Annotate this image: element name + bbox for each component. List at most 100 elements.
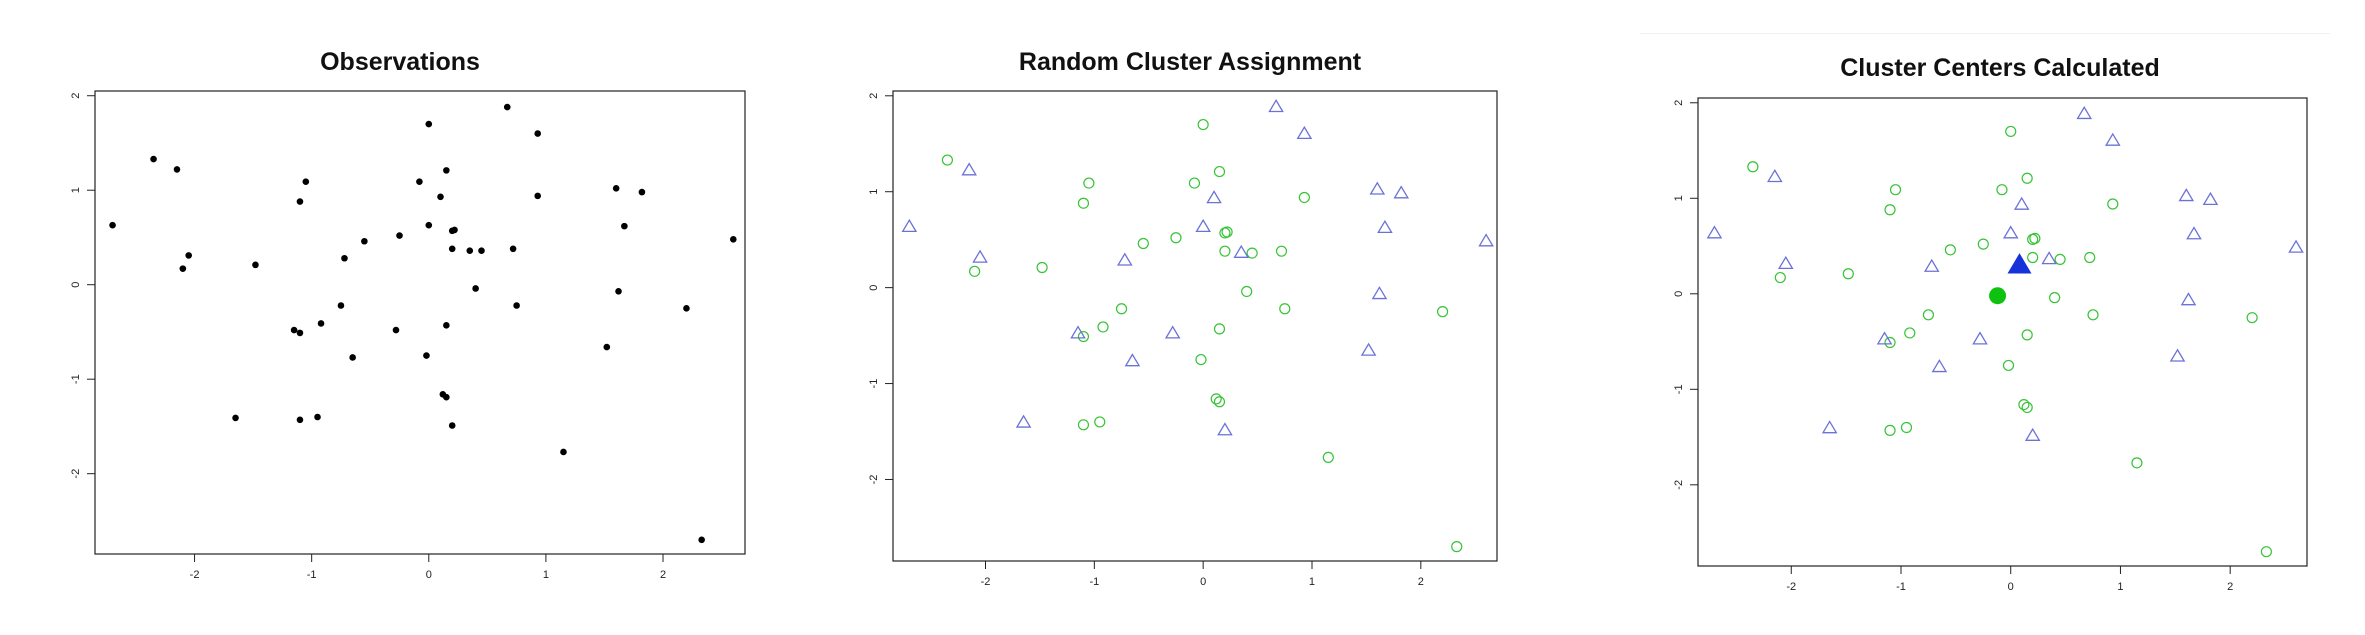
data-point-triangle bbox=[1478, 233, 1494, 247]
x-tick-label: -2 bbox=[1786, 581, 1796, 593]
y-tick-label: -1 bbox=[868, 379, 880, 389]
data-point-triangle bbox=[1195, 218, 1211, 233]
x-tick-label: 2 bbox=[2227, 581, 2233, 593]
data-point-triangle bbox=[2002, 225, 2019, 239]
data-point-triangle bbox=[2202, 191, 2219, 206]
data-point-triangle bbox=[972, 249, 988, 263]
data-point bbox=[252, 261, 259, 269]
cluster-center-circle bbox=[1989, 287, 2007, 305]
data-point-circle bbox=[1884, 424, 1896, 436]
data-point bbox=[290, 326, 298, 334]
x-tick-label: -1 bbox=[1896, 581, 1906, 593]
x-tick-label: 0 bbox=[1200, 576, 1206, 588]
data-point bbox=[425, 221, 433, 229]
data-point-circle bbox=[2084, 251, 2096, 264]
data-point bbox=[296, 329, 304, 337]
data-point bbox=[109, 221, 116, 229]
data-point-triangle bbox=[1164, 325, 1181, 339]
x-tick-label: -1 bbox=[307, 569, 317, 581]
data-point bbox=[603, 343, 611, 351]
data-point bbox=[416, 178, 423, 186]
data-point-triangle bbox=[1876, 331, 1893, 345]
data-point-circle bbox=[1904, 327, 1916, 339]
data-point-circle bbox=[2054, 253, 2066, 266]
data-point bbox=[337, 302, 345, 309]
data-point-triangle bbox=[1124, 353, 1141, 367]
data-point bbox=[534, 130, 542, 137]
data-point-circle bbox=[2002, 359, 2015, 372]
top-divider-line bbox=[1640, 33, 2330, 34]
data-point bbox=[314, 413, 321, 421]
data-point bbox=[361, 237, 368, 245]
data-point-triangle bbox=[901, 218, 918, 233]
data-point-circle bbox=[1115, 303, 1128, 315]
data-point bbox=[443, 167, 450, 174]
data-point-circle bbox=[1275, 245, 1288, 257]
data-point-triangle bbox=[1777, 255, 1794, 270]
data-point-circle bbox=[1210, 393, 1222, 405]
data-point-circle bbox=[1889, 184, 1902, 196]
data-point-circle bbox=[1213, 165, 1226, 178]
data-point bbox=[392, 326, 400, 334]
plot-frame bbox=[892, 90, 1498, 562]
data-point-circle bbox=[2005, 125, 2017, 138]
data-point bbox=[451, 226, 458, 234]
y-tick-label: 2 bbox=[1673, 100, 1685, 106]
data-point-circle bbox=[1137, 237, 1149, 250]
x-tick-label: -2 bbox=[190, 569, 200, 581]
data-point-circle bbox=[1077, 197, 1090, 209]
data-point-circle bbox=[1213, 396, 1226, 408]
data-point-circle bbox=[1884, 336, 1896, 349]
data-point bbox=[683, 305, 690, 312]
data-point bbox=[302, 178, 310, 186]
data-point-circle bbox=[1213, 323, 1226, 335]
data-point-triangle bbox=[1767, 169, 1783, 183]
data-point-triangle bbox=[1268, 99, 1284, 113]
data-point bbox=[232, 414, 239, 422]
data-point bbox=[698, 536, 705, 544]
data-point-circle bbox=[1195, 353, 1207, 366]
data-point-circle bbox=[1922, 309, 1935, 321]
chart-title: Observations bbox=[320, 48, 480, 76]
data-point-circle bbox=[2021, 329, 2033, 341]
data-point bbox=[615, 288, 622, 295]
data-point-circle bbox=[1944, 244, 1956, 256]
data-point-circle bbox=[2087, 309, 2099, 321]
data-point bbox=[173, 166, 181, 173]
y-tick-label: -1 bbox=[70, 374, 82, 384]
data-point bbox=[185, 252, 192, 259]
data-point bbox=[560, 448, 567, 456]
data-point-circle bbox=[1884, 204, 1896, 216]
data-point bbox=[150, 155, 157, 163]
data-point bbox=[349, 354, 356, 361]
data-point-circle bbox=[1774, 271, 1786, 284]
data-point-circle bbox=[1097, 321, 1109, 333]
data-point-triangle bbox=[1377, 219, 1393, 234]
y-tick-label: -2 bbox=[868, 475, 880, 485]
y-tick-label: -2 bbox=[70, 469, 82, 479]
data-point-triangle bbox=[1369, 181, 1386, 195]
data-point-circle bbox=[1083, 177, 1095, 189]
y-tick-label: -1 bbox=[1673, 384, 1685, 394]
data-point bbox=[296, 198, 304, 205]
data-point-circle bbox=[1246, 247, 1258, 259]
chart-title: Cluster Centers Calculated bbox=[1840, 54, 2160, 82]
data-point bbox=[472, 285, 479, 292]
data-point-circle bbox=[2027, 251, 2039, 264]
data-point-circle bbox=[1197, 118, 1209, 131]
data-point-triangle bbox=[1360, 342, 1377, 356]
data-point-triangle bbox=[2288, 239, 2304, 253]
data-point-circle bbox=[1322, 451, 1334, 464]
data-point-circle bbox=[2246, 312, 2258, 324]
data-point-triangle bbox=[1821, 420, 1838, 434]
data-point-triangle bbox=[2076, 105, 2093, 120]
data-point-circle bbox=[2021, 172, 2033, 184]
data-point bbox=[621, 222, 628, 230]
data-point-circle bbox=[941, 154, 954, 166]
data-point-circle bbox=[1977, 238, 1989, 250]
x-tick-label: 1 bbox=[543, 569, 549, 581]
y-tick-label: 1 bbox=[70, 187, 82, 193]
data-point bbox=[341, 254, 348, 262]
y-tick-label: 0 bbox=[868, 285, 880, 291]
